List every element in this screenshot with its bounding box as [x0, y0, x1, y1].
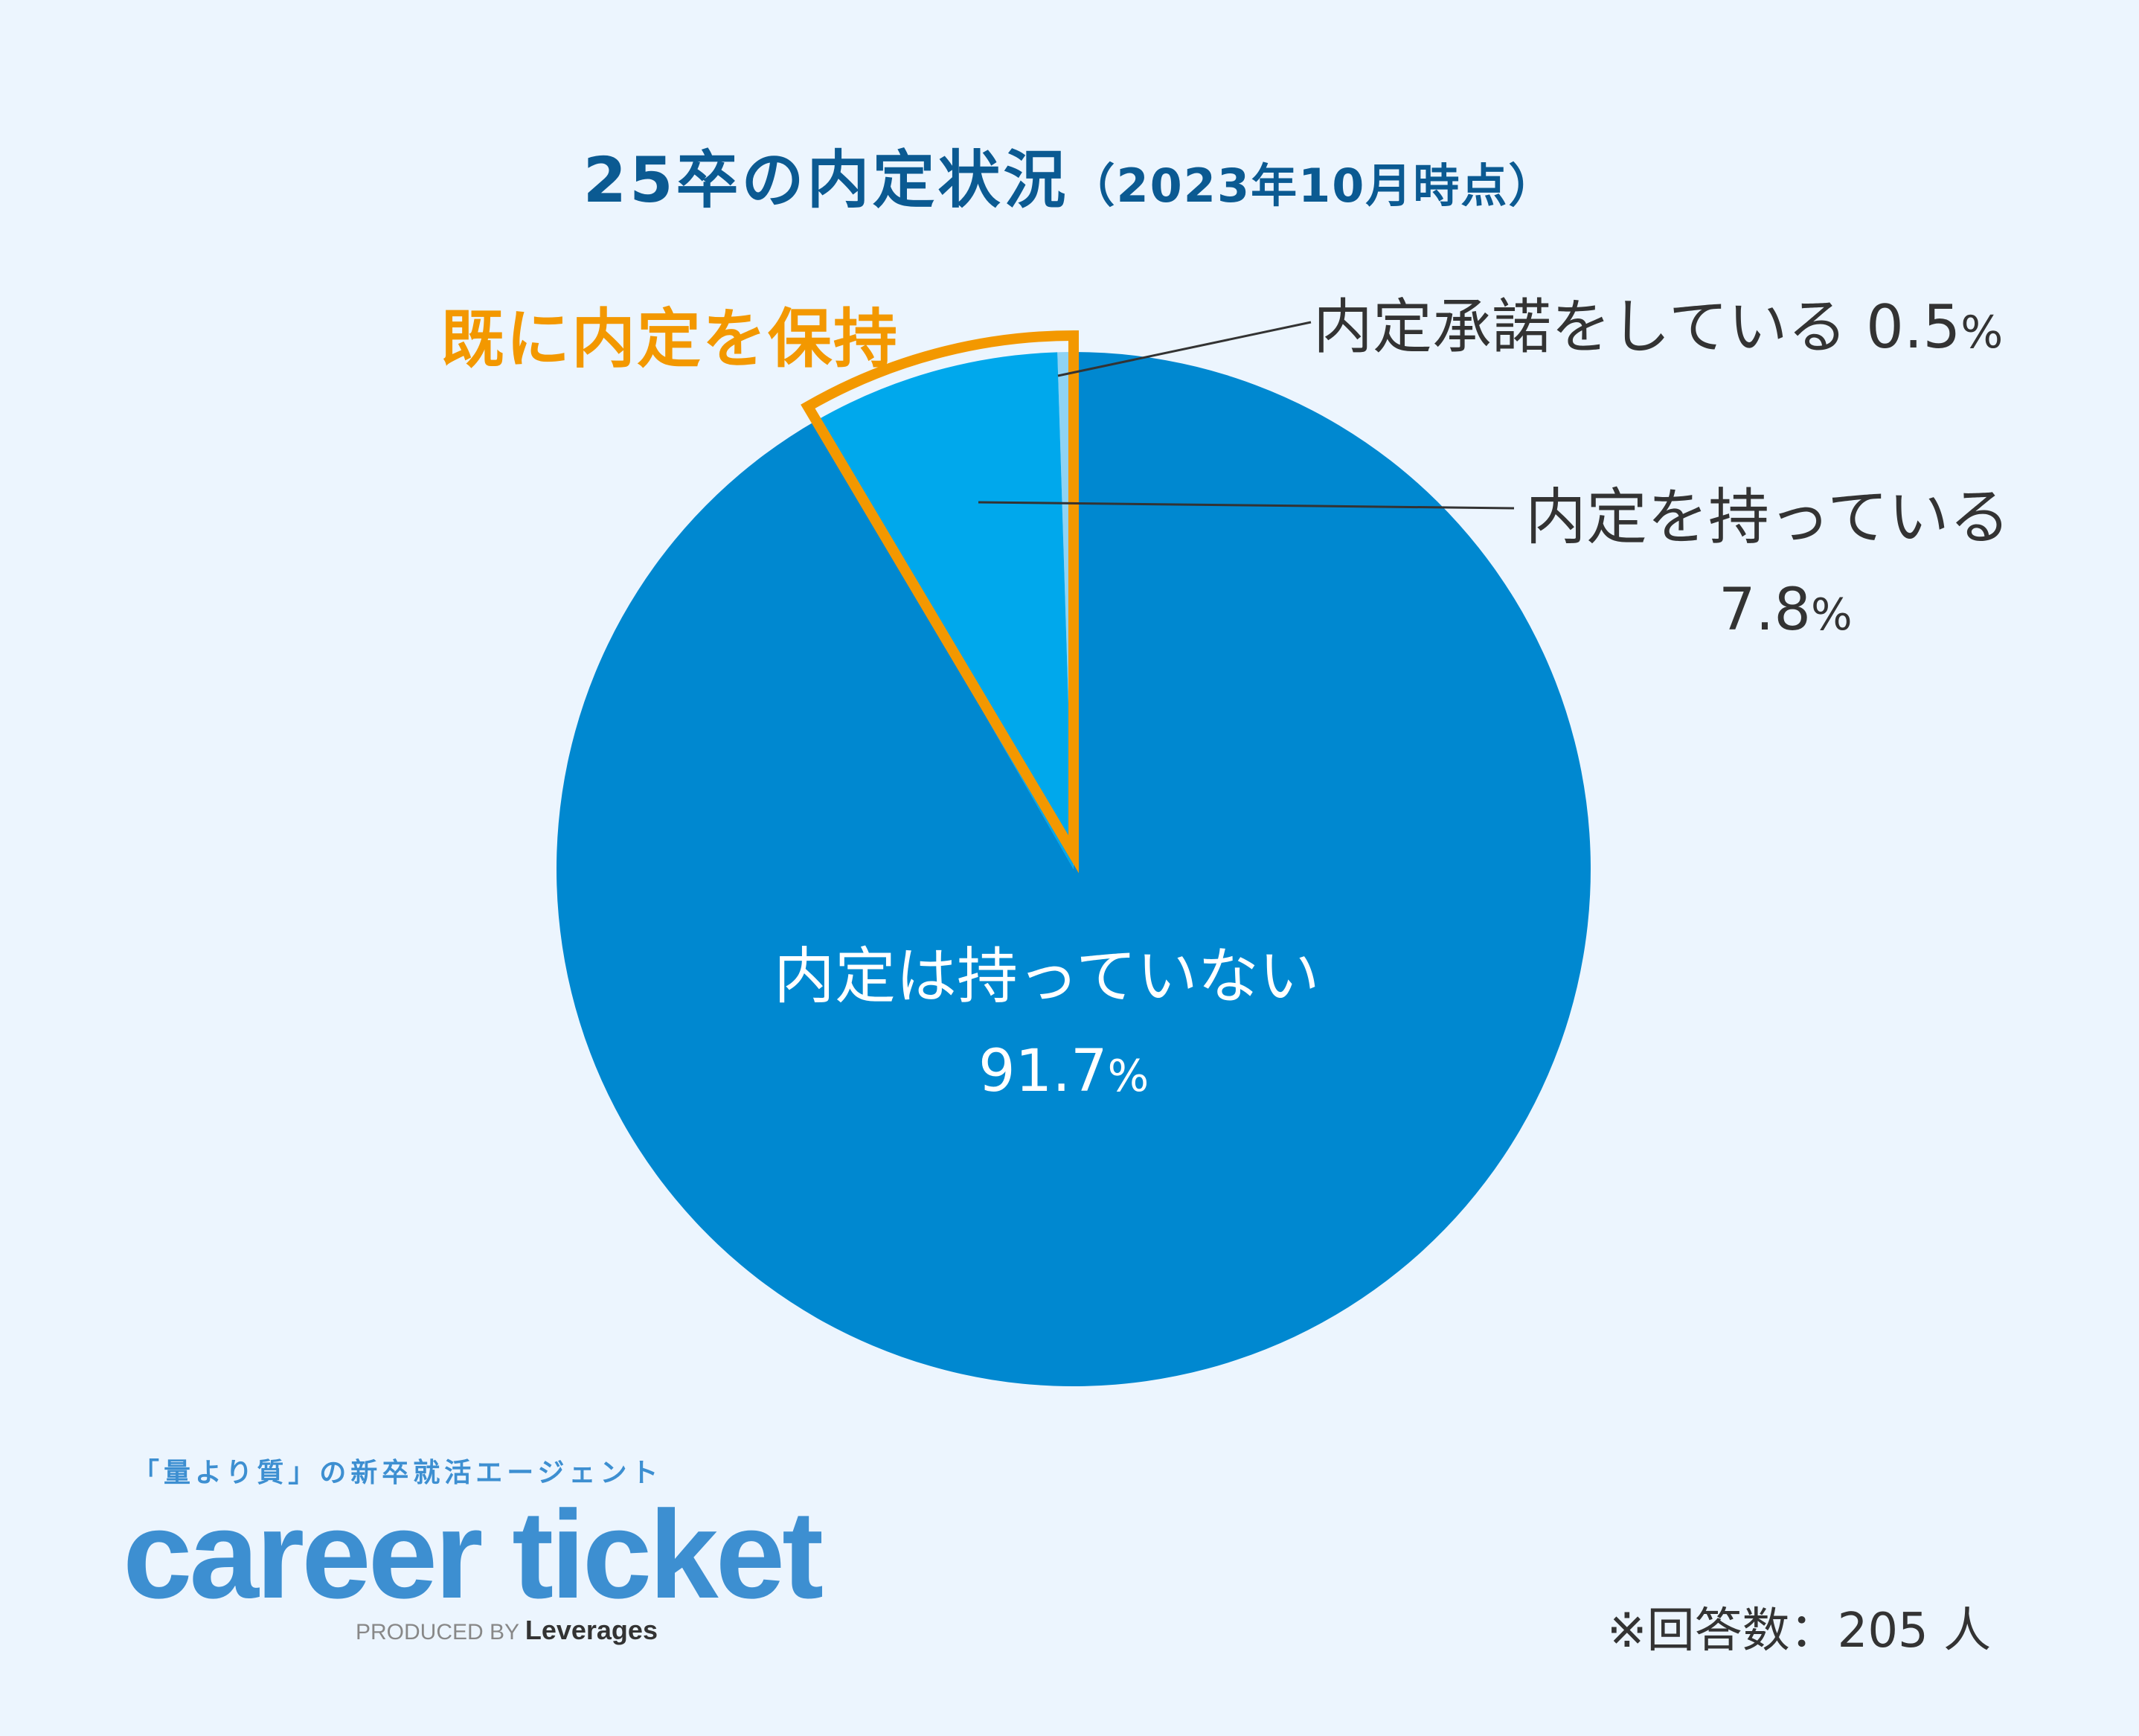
slice-label-none-text: 内定は持っていない [774, 941, 1320, 1012]
percent-sign: % [1960, 307, 2004, 359]
percent-sign: % [1107, 1051, 1149, 1101]
slice-label-have-value: 7.8 [1719, 577, 1812, 644]
footnote: ※回答数：205 人 [1607, 1604, 1992, 1659]
chart-title-main: 25卒の内定状況 [583, 144, 1069, 217]
brand-logo: career ticket [123, 1484, 824, 1624]
pie-slice-3 [556, 352, 1591, 1386]
company-name: Leverages [525, 1615, 658, 1645]
brand-tagline: 「量より質」の新卒就活エージェント [132, 1458, 663, 1488]
produced-by: PRODUCED BY Leverages [356, 1615, 658, 1646]
leader-line-have [978, 501, 1515, 510]
chart-title: 25卒の内定状況（2023年10月時点） [0, 130, 2139, 220]
leader-line-accepted [1057, 321, 1312, 377]
chart-title-sub: （2023年10月時点） [1068, 158, 1556, 213]
slice-label-accepted-text: 内定承諾をしている [1313, 292, 1847, 362]
highlight-outline [801, 330, 1079, 874]
slice-label-have-text: 内定を持っている [1525, 482, 2010, 553]
percent-sign: % [1811, 589, 1853, 640]
slice-label-accepted-value: 0.5 [1866, 292, 1961, 362]
slice-label-accepted: 内定承諾をしている 0.5% [1313, 279, 2003, 365]
slice-label-none-value-wrap: 91.7% [978, 1038, 1149, 1105]
highlight-label: 既に内定を保持 [440, 302, 899, 377]
slice-label-none-value: 91.7 [978, 1038, 1108, 1105]
produced-by-text: PRODUCED BY [356, 1620, 519, 1644]
slice-label-have-value-wrap: 7.8% [1719, 577, 1853, 644]
